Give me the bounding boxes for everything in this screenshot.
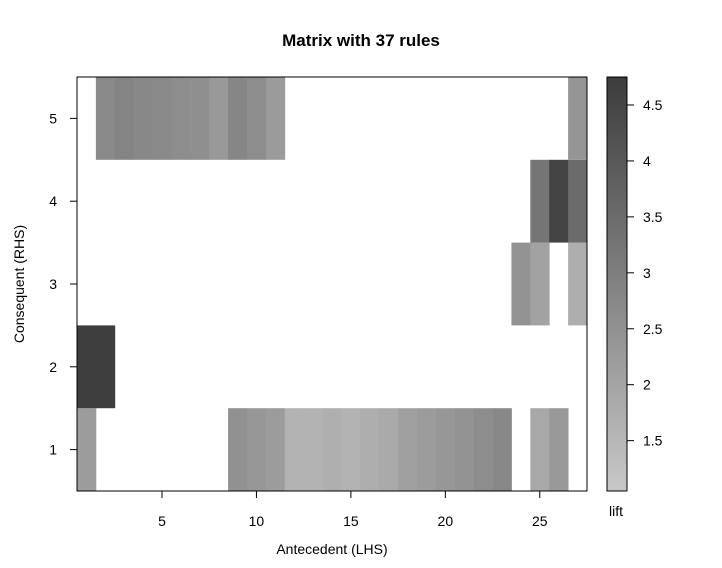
heatmap-cell [95, 325, 116, 409]
heatmap-cell [247, 408, 267, 491]
x-tick-label: 15 [343, 513, 359, 529]
heatmap-cell [379, 408, 399, 491]
colorbar-tick-label: 2.5 [643, 321, 663, 337]
colorbar-tick-label: 2 [643, 377, 651, 393]
x-axis: 5 10 15 20 25 [158, 491, 548, 529]
heatmap-cell [454, 408, 475, 491]
x-tick-label: 20 [438, 513, 454, 529]
heatmap-cell [435, 408, 456, 491]
heatmap-cell [568, 159, 588, 243]
heatmap-cell [303, 408, 323, 491]
heatmap-cell [568, 242, 588, 326]
heatmap-cell [530, 159, 550, 243]
colorbar-label: lift [609, 503, 623, 519]
y-tick-label: 1 [49, 442, 57, 458]
heatmap-cell [247, 77, 267, 160]
x-tick-label: 10 [249, 513, 265, 529]
y-axis: 1 2 3 4 5 [49, 110, 77, 458]
heatmap-cell [171, 77, 191, 160]
heatmap-cell [530, 242, 550, 326]
y-axis-title: Consequent (RHS) [11, 225, 27, 343]
x-tick-label: 25 [532, 513, 548, 529]
colorbar [606, 76, 628, 492]
y-tick-label: 4 [49, 193, 57, 209]
heatmap-cell [473, 408, 493, 491]
heatmap-cell [549, 408, 569, 491]
heatmap-cell [190, 77, 210, 160]
heatmap-cell [265, 408, 286, 491]
heatmap-cell [417, 408, 437, 491]
heatmap-cell [360, 408, 380, 491]
cells-layer [77, 77, 588, 491]
heatmap-cell [549, 159, 569, 243]
chart-title: Matrix with 37 rules [282, 31, 440, 50]
heatmap-cell [77, 408, 97, 491]
x-axis-title: Antecedent (LHS) [276, 541, 387, 557]
colorbar-tick-label: 3 [643, 265, 651, 281]
heatmap-cell [228, 408, 248, 491]
y-tick-label: 3 [49, 276, 57, 292]
y-tick-label: 5 [49, 110, 57, 126]
colorbar-tick-label: 4 [643, 153, 651, 169]
heatmap-cell [209, 77, 229, 160]
heatmap-cell [322, 408, 342, 491]
heatmap-cell [228, 77, 248, 160]
heatmap-cell [95, 77, 116, 160]
colorbar-tick-label: 4.5 [643, 97, 663, 113]
heatmap-cell [284, 408, 305, 491]
colorbar-tick-label: 3.5 [643, 209, 663, 225]
heatmap-cell [152, 77, 172, 160]
heatmap-cell [77, 325, 97, 409]
colorbar-tick-label: 1.5 [643, 433, 663, 449]
heatmap-cell [511, 242, 531, 326]
heatmap-cell [530, 408, 550, 491]
x-tick-label: 5 [158, 513, 166, 529]
heatmap-cell [568, 77, 588, 160]
colorbar-ticks: 1.5 2 2.5 3 3.5 4 4.5 [627, 97, 663, 449]
y-tick-label: 2 [49, 359, 57, 375]
heatmap-cell [265, 77, 286, 160]
heatmap-cell [492, 408, 512, 491]
heatmap-cell [114, 77, 135, 160]
heatmap-cell [398, 408, 418, 491]
heatmap-cell [341, 408, 361, 491]
heatmap-cell [133, 77, 153, 160]
